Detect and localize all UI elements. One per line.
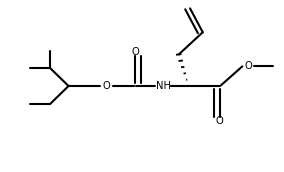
Text: O: O	[216, 116, 224, 126]
Text: O: O	[131, 47, 139, 57]
Text: O: O	[244, 61, 252, 71]
Text: NH: NH	[156, 81, 171, 91]
Text: O: O	[103, 81, 110, 91]
